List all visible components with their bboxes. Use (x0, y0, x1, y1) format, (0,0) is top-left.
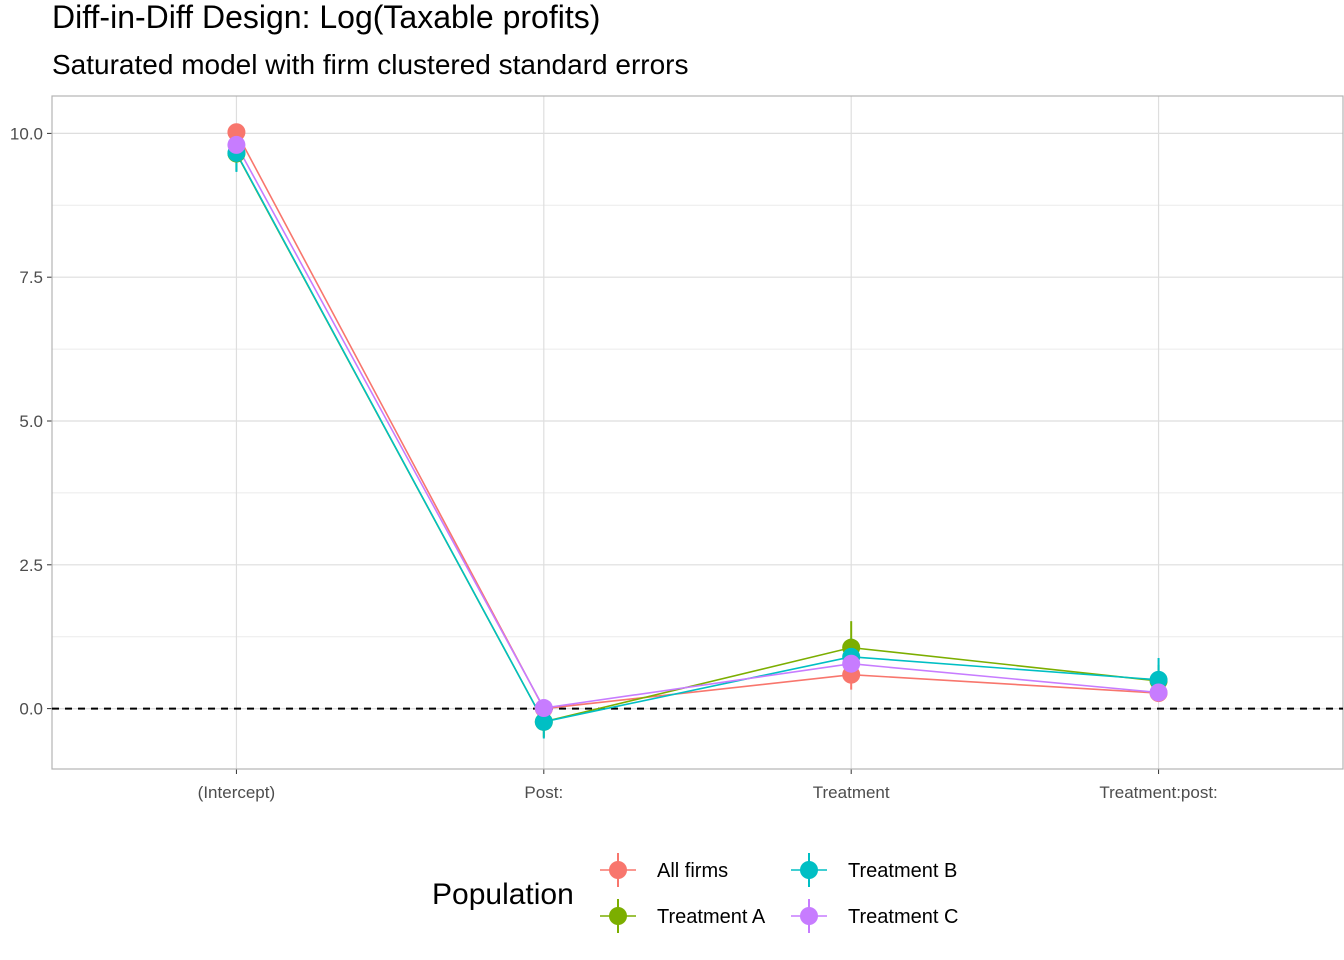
data-point (1149, 670, 1168, 689)
legend-key-point (800, 861, 818, 879)
data-point (534, 699, 553, 718)
series-line (235, 131, 1159, 710)
data-point (227, 135, 246, 154)
legend-label: Treatment B (848, 860, 957, 882)
chart-subtitle: Saturated model with firm clustered stan… (52, 49, 689, 80)
series-line (235, 152, 1159, 723)
data-point (1149, 683, 1168, 702)
legend-key-point (609, 907, 627, 925)
legend-key-point (800, 907, 818, 925)
legend: Population All firms Treatment A Treatment… (432, 853, 958, 933)
data-point (842, 654, 861, 673)
panel-border (51, 95, 1344, 770)
x-tick-label: Post: (524, 783, 563, 802)
legend-label: All firms (657, 860, 728, 882)
data-point (534, 712, 553, 731)
legend-title: Population (432, 878, 574, 911)
plot-panel: 0.0 2.5 5.0 7.5 10.0 (Intercept) Post: Treatmen… (10, 95, 1344, 802)
x-tick-label: Treatment (813, 783, 890, 802)
y-tick-label: 0.0 (19, 700, 43, 719)
x-tick-label: Treatment:post: (1099, 783, 1217, 802)
legend-label: Treatment C (848, 906, 958, 928)
chart-title: Diff-in-Diff Design: Log(Taxable profits… (52, 0, 600, 35)
data-point (227, 123, 246, 142)
legend-key-point (609, 861, 627, 879)
y-tick-label: 7.5 (19, 268, 43, 287)
y-tick-label: 2.5 (19, 556, 43, 575)
y-tick-label: 10.0 (10, 124, 43, 143)
x-tick-label: (Intercept) (198, 783, 275, 802)
series-line (235, 144, 1159, 709)
y-tick-label: 5.0 (19, 412, 43, 431)
legend-label: Treatment A (657, 906, 766, 928)
